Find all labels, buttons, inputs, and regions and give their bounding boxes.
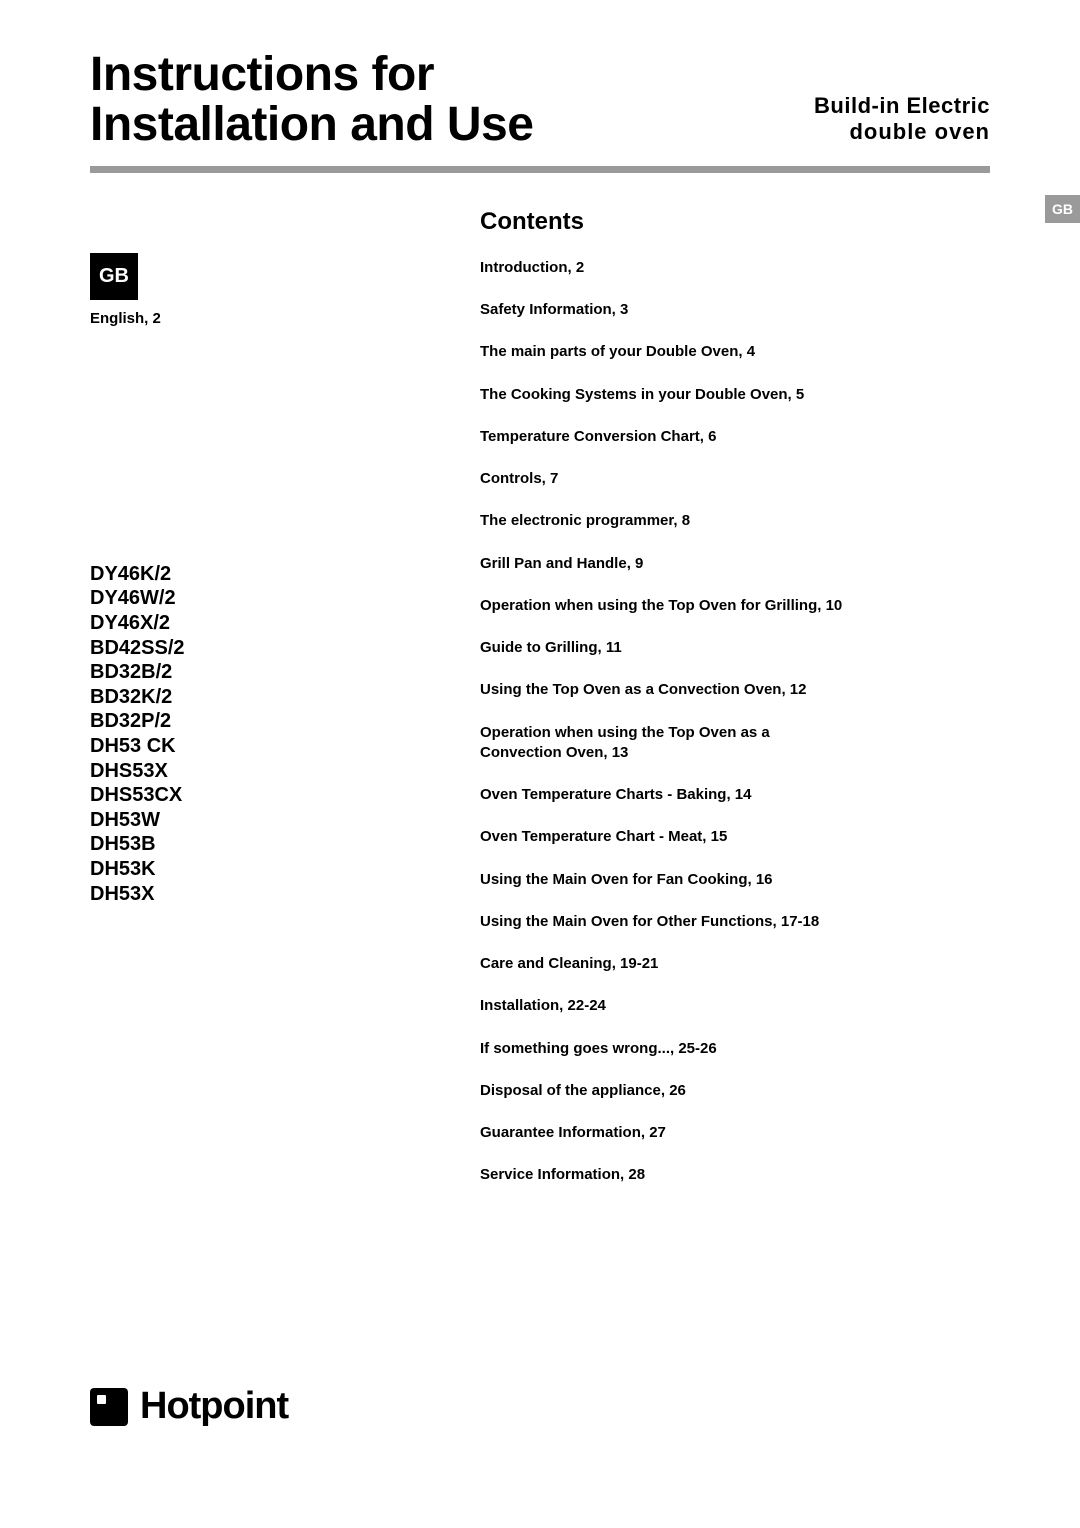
subtitle-line1: Build-in Electric (814, 93, 990, 119)
toc-item: The Cooking Systems in your Double Oven,… (480, 385, 850, 405)
toc-item: Using the Main Oven for Fan Cooking, 16 (480, 870, 850, 890)
toc-item: Operation when using the Top Oven as a C… (480, 723, 850, 764)
toc-item: The electronic programmer, 8 (480, 511, 850, 531)
toc-list: Introduction, 2 Safety Information, 3 Th… (480, 258, 990, 1186)
model-item: DY46W/2 (90, 586, 480, 611)
header: Instructions for Installation and Use Bu… (90, 50, 990, 151)
toc-item: Disposal of the appliance, 26 (480, 1081, 850, 1101)
country-badge: GB (90, 253, 138, 300)
toc-item: Safety Information, 3 (480, 300, 850, 320)
logo-mark-icon (90, 1388, 128, 1426)
toc-item: Service Information, 28 (480, 1165, 850, 1185)
language-label: English, 2 (90, 310, 480, 327)
model-item: BD32K/2 (90, 685, 480, 710)
toc-item: If something goes wrong..., 25-26 (480, 1039, 850, 1059)
model-item: DHS53CX (90, 783, 480, 808)
toc-item: Controls, 7 (480, 469, 850, 489)
model-item: DH53W (90, 808, 480, 833)
model-item: DH53 CK (90, 734, 480, 759)
brand-name: Hotpoint (140, 1385, 288, 1428)
toc-item: Oven Temperature Charts - Baking, 14 (480, 785, 850, 805)
model-item: BD42SS/2 (90, 636, 480, 661)
toc-item: The main parts of your Double Oven, 4 (480, 342, 850, 362)
contents-heading: Contents (480, 208, 990, 236)
right-column: Contents Introduction, 2 Safety Informat… (480, 198, 990, 1208)
side-tab: GB (1045, 195, 1080, 223)
main-title-line2: Installation and Use (90, 100, 814, 150)
toc-item: Introduction, 2 (480, 258, 850, 278)
main-title-line1: Instructions for (90, 50, 814, 100)
toc-item: Installation, 22-24 (480, 996, 850, 1016)
model-list: DY46K/2 DY46W/2 DY46X/2 BD42SS/2 BD32B/2… (90, 562, 480, 906)
model-item: DY46X/2 (90, 611, 480, 636)
model-item: DH53B (90, 832, 480, 857)
toc-item: Using the Top Oven as a Convection Oven,… (480, 680, 850, 700)
toc-item: Operation when using the Top Oven for Gr… (480, 596, 850, 616)
model-item: DHS53X (90, 759, 480, 784)
subtitle-line2: double oven (814, 119, 990, 145)
toc-item: Oven Temperature Chart - Meat, 15 (480, 827, 850, 847)
model-item: DY46K/2 (90, 562, 480, 587)
toc-item: Using the Main Oven for Other Functions,… (480, 912, 850, 932)
header-divider (90, 166, 990, 173)
toc-item: Guarantee Information, 27 (480, 1123, 850, 1143)
model-item: DH53K (90, 857, 480, 882)
toc-item: Care and Cleaning, 19-21 (480, 954, 850, 974)
model-item: DH53X (90, 882, 480, 907)
toc-item: Guide to Grilling, 11 (480, 638, 850, 658)
title-block: Instructions for Installation and Use (90, 50, 814, 151)
footer-logo: Hotpoint (90, 1385, 288, 1428)
toc-item: Grill Pan and Handle, 9 (480, 554, 850, 574)
model-item: BD32B/2 (90, 660, 480, 685)
subtitle-block: Build-in Electric double oven (814, 93, 990, 151)
toc-item: Temperature Conversion Chart, 6 (480, 427, 850, 447)
model-item: BD32P/2 (90, 709, 480, 734)
left-column: GB English, 2 DY46K/2 DY46W/2 DY46X/2 BD… (90, 198, 480, 1208)
